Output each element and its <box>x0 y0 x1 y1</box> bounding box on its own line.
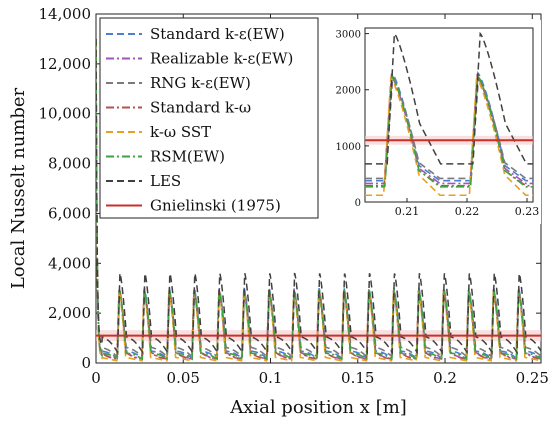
inset-y-tick-label: 2000 <box>336 86 361 97</box>
legend-label: Standard k-ω <box>150 99 251 117</box>
x-tick-label: 0 <box>91 369 101 387</box>
x-tick-label: 0.15 <box>341 369 374 387</box>
inset-x-tick-label: 0.23 <box>515 205 540 218</box>
legend-label: Standard k-ε(EW) <box>150 25 285 43</box>
legend-label: k-ω SST <box>150 123 211 141</box>
legend-label: Realizable k-ε(EW) <box>150 50 293 68</box>
legend-label: LES <box>150 172 181 190</box>
series-line-les <box>96 38 541 356</box>
legend-label: RSM(EW) <box>150 148 225 166</box>
y-tick-label: 0 <box>81 354 91 372</box>
y-tick-label: 10,000 <box>39 105 92 123</box>
y-tick-label: 12,000 <box>39 55 92 73</box>
y-tick-label: 2,000 <box>48 304 91 322</box>
y-tick-label: 8,000 <box>48 155 91 173</box>
y-tick-label: 4,000 <box>48 254 91 272</box>
inset-x-tick-label: 0.21 <box>395 205 420 218</box>
inset-y-tick-label: 3000 <box>336 30 361 41</box>
x-tick-label: 0.2 <box>433 369 457 387</box>
inset-series-line-4 <box>365 76 533 197</box>
y-axis-label: Local Nusselt number <box>8 87 29 289</box>
inset-series-line-2 <box>365 76 533 180</box>
main-series-group <box>96 38 541 362</box>
x-tick-label: 0.25 <box>516 369 549 387</box>
inset-series-line-0 <box>365 71 533 182</box>
x-tick-label: 0.1 <box>259 369 283 387</box>
inset-series-group <box>365 31 533 197</box>
y-tick-label: 14,000 <box>39 5 92 23</box>
legend-label: RNG k-ε(EW) <box>150 74 251 92</box>
inset-series-line-les <box>365 31 533 165</box>
inset-y-tick-label: 1000 <box>336 142 361 153</box>
inset-x-tick-label: 0.22 <box>455 205 480 218</box>
inset-series-line-5 <box>365 73 533 188</box>
legend-label: Gnielinski (1975) <box>150 197 281 215</box>
x-axis-label: Axial position x [m] <box>229 397 407 418</box>
inset-y-tick-label: 0 <box>355 198 361 209</box>
x-tick-label: 0.05 <box>167 369 200 387</box>
y-tick-label: 6,000 <box>48 204 91 222</box>
legend-box <box>99 17 319 219</box>
